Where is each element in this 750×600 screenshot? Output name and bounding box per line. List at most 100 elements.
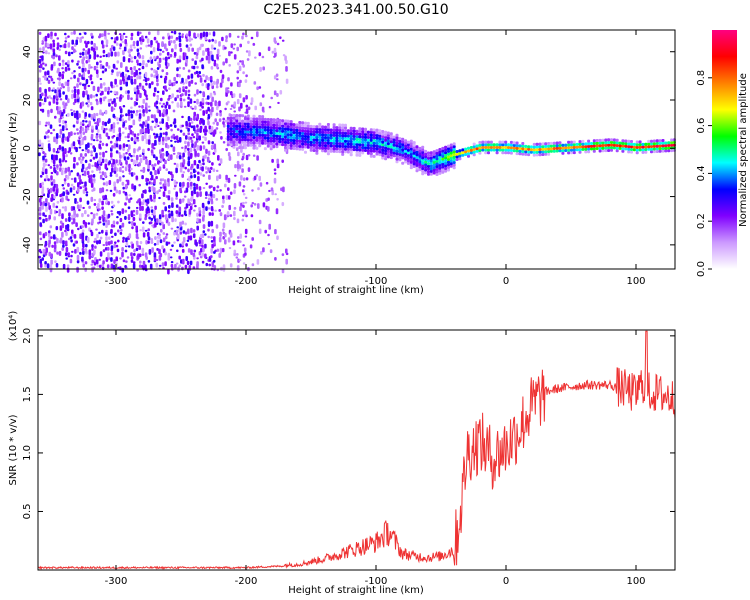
spectrogram-cell [52, 148, 56, 153]
spectrogram-cell [103, 30, 107, 37]
spectrogram-cell [225, 174, 228, 181]
spectrogram-cell [252, 120, 256, 123]
spectrogram-cell [253, 175, 257, 181]
spectrogram-cell [49, 124, 53, 129]
spectrogram-cell [54, 115, 57, 119]
spectrogram-cell [484, 145, 488, 149]
spectrogram-cell [150, 206, 154, 209]
spectrogram-cell [115, 159, 118, 164]
spectrogram-cell [130, 137, 134, 142]
spectrogram-cell [147, 115, 150, 122]
spectrogram-cell [194, 60, 197, 66]
spectrogram-cell [58, 250, 62, 256]
spectrogram-cell [181, 173, 184, 178]
spectrogram-cell [386, 136, 390, 140]
spectrogram-cell [99, 236, 103, 240]
spectrogram-cell [386, 152, 390, 156]
spectrogram-cell [95, 112, 99, 117]
spectrogram-cell [364, 149, 367, 152]
spectrogram-cell [153, 125, 157, 129]
spectrogram-cell [101, 200, 104, 206]
spectrogram-cell [415, 148, 419, 151]
spectrogram-cell [219, 189, 222, 192]
spectrogram-cell [187, 75, 190, 80]
spectrogram-cell [216, 48, 220, 55]
spectrogram-cell [155, 118, 158, 123]
spectrogram-cell [125, 152, 128, 155]
spectrogram-cell [158, 121, 162, 124]
spectrogram-cell [210, 66, 214, 70]
spectrogram-cell [384, 144, 388, 147]
spectrogram-cell [129, 44, 133, 49]
spectrogram-cell [392, 146, 396, 150]
spectrogram-cell [121, 95, 124, 98]
spectrogram-cell [81, 101, 85, 107]
spectrogram-cell [521, 142, 525, 145]
spectrogram-cell [121, 247, 124, 252]
spectrogram-cell [241, 35, 244, 40]
spectrogram-cell [144, 35, 148, 39]
spectrogram-cell [39, 231, 42, 236]
spectrogram-cell [255, 128, 259, 132]
spectrogram-cell [398, 142, 402, 146]
spectrogram-cell [292, 133, 296, 137]
spectrogram-cell [222, 121, 225, 125]
spectrogram-cell [544, 142, 548, 146]
spectrogram-cell [541, 147, 545, 151]
spectrogram-cell [147, 44, 151, 47]
spectrogram-cell [52, 202, 56, 208]
spectrogram-cell [67, 60, 70, 65]
spectrogram-cell [115, 84, 119, 88]
spectrogram-cell [110, 240, 113, 245]
colorbar-tick-label: 0.8 [696, 70, 707, 86]
spectrogram-cell [641, 148, 645, 152]
spectrogram-cell [432, 166, 436, 170]
spectrogram-cell [193, 93, 197, 97]
spectrogram-cell [349, 137, 353, 141]
spectrogram-cell [210, 144, 214, 150]
spectrogram-cell [244, 228, 248, 235]
spectrogram-cell [148, 134, 151, 140]
spectrogram-cell [207, 207, 211, 210]
spectrogram-cell [234, 164, 237, 169]
spectrogram-cell [56, 200, 60, 204]
spectrogram-cell [401, 145, 405, 149]
spectrogram-cell [332, 128, 336, 132]
spectrogram-cell [123, 46, 127, 52]
spectrogram-cell [154, 139, 157, 146]
spectrogram-cell [344, 150, 347, 154]
spectrogram-cell [282, 186, 285, 193]
spectrogram-cell [158, 218, 162, 223]
spectrogram-cell [610, 138, 613, 142]
snr-y-ticks: 0.51.01.52.0 [22, 328, 675, 519]
spectrogram-cell [644, 145, 648, 149]
spectrogram-cell [99, 187, 102, 194]
spectrogram-cell [64, 102, 68, 107]
spectrogram-cell [572, 140, 576, 144]
spectrogram-cell [284, 143, 287, 147]
spectrogram-cell [312, 141, 316, 144]
spectrogram-cell [132, 214, 136, 217]
spectrogram-cell [242, 152, 245, 156]
spectrogram-cell [58, 81, 61, 87]
spectrogram-cell [309, 130, 313, 134]
spectrogram-cell [190, 190, 194, 197]
spectrogram-cell [592, 144, 596, 148]
spectrogram-cell [329, 139, 333, 143]
spectrogram-cell [261, 94, 265, 98]
spectrogram-cell [116, 117, 119, 121]
spectrogram-cell [102, 177, 105, 181]
spectrogram-cell [232, 240, 236, 246]
spectrogram-cell [141, 193, 144, 199]
spectrogram-cell [89, 74, 93, 78]
spectrogram-cell [298, 144, 302, 148]
spectrogram-cell [86, 127, 90, 131]
spectrogram-cell [67, 35, 70, 38]
spectrogram-cell [275, 208, 279, 215]
spectrogram-cell [301, 147, 305, 151]
spectrogram-cell [292, 139, 296, 142]
spectrogram-cell [389, 132, 393, 136]
spectrogram-cell [130, 154, 133, 158]
spectrogram-cell [487, 145, 490, 149]
spectrogram-cell [298, 142, 302, 146]
